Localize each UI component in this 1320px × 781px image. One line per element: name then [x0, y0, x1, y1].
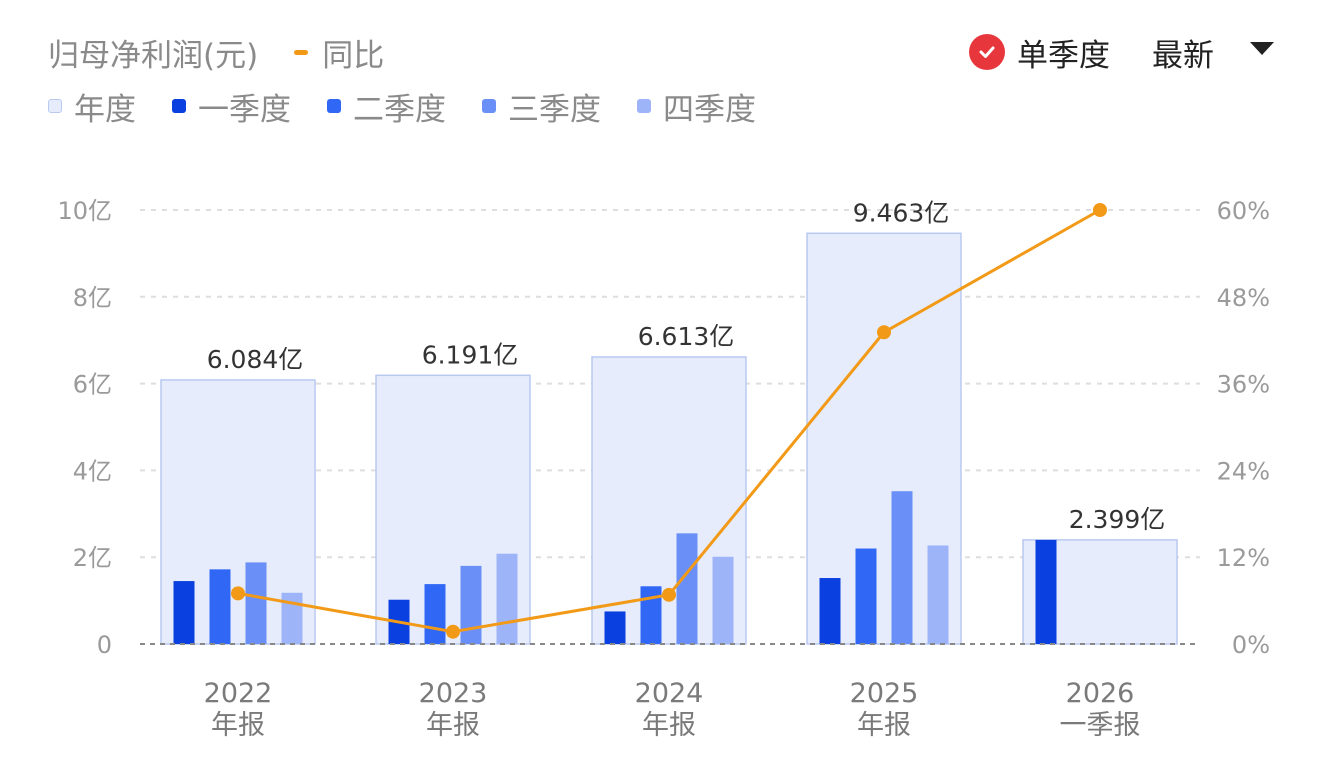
legend-item-q1[interactable]: 一季度	[172, 84, 291, 129]
y-right-tick-label: 0%	[1232, 631, 1270, 659]
legend: 年度 一季度 二季度 三季度 四季度	[48, 84, 792, 128]
category-year-label: 2024	[635, 678, 704, 709]
y-left-tick-label: 2亿	[73, 544, 112, 572]
chart-controls: 单季度 最新	[969, 28, 1274, 76]
yoy-point	[877, 325, 891, 340]
category-period-label: 年报	[857, 710, 911, 741]
annual-value-label: 9.463亿	[853, 198, 950, 227]
legend-label: 一季度	[198, 91, 291, 128]
legend-item-annual[interactable]: 年度	[48, 84, 136, 129]
quarter-bar	[640, 586, 662, 644]
legend-label: 三季度	[508, 91, 601, 128]
legend-label: 二季度	[353, 91, 446, 128]
chart-header: 归母净利润(元) 同比	[48, 28, 384, 76]
quarter-bar	[712, 556, 734, 644]
check-icon[interactable]	[969, 34, 1005, 70]
yoy-point	[662, 587, 676, 602]
category-period-label: 一季报	[1060, 710, 1141, 741]
y-right-tick-label: 12%	[1217, 544, 1270, 572]
y-right-tick-label: 48%	[1217, 284, 1270, 312]
quarter-bar	[496, 553, 518, 644]
category-period-label: 年报	[211, 710, 265, 741]
quarter-bar	[604, 611, 626, 644]
y-right-tick-label: 60%	[1217, 197, 1270, 225]
annual-value-label: 6.613亿	[638, 322, 735, 351]
legend-swatch	[48, 99, 62, 113]
yoy-point	[446, 624, 460, 639]
y-left-tick-label: 10亿	[57, 197, 112, 225]
legend-item-q3[interactable]: 三季度	[482, 84, 601, 129]
quarter-bar	[173, 581, 195, 644]
single-quarter-toggle[interactable]: 单季度	[1017, 37, 1110, 74]
y-left-tick-label: 6亿	[73, 371, 112, 399]
legend-swatch	[172, 99, 186, 113]
latest-dropdown-label: 最新	[1152, 37, 1214, 74]
yoy-legend-label: 同比	[322, 37, 385, 74]
legend-swatch	[482, 99, 496, 113]
legend-item-q4[interactable]: 四季度	[637, 84, 756, 129]
yoy-point	[1093, 203, 1107, 217]
annual-value-label: 6.191亿	[422, 340, 519, 369]
category-year-label: 2025	[850, 678, 919, 709]
quarter-bar	[819, 578, 841, 644]
y-right-tick-label: 36%	[1217, 371, 1270, 399]
yoy-line-swatch	[294, 49, 309, 55]
category-year-label: 2022	[204, 678, 273, 709]
y-right-tick-label: 24%	[1217, 457, 1270, 485]
annual-value-label: 2.399亿	[1069, 505, 1166, 534]
quarter-bar	[424, 584, 446, 644]
legend-swatch	[327, 99, 341, 113]
quarter-bar	[245, 562, 267, 644]
quarter-bar	[891, 491, 913, 644]
quarter-bar	[927, 545, 949, 644]
category-year-label: 2023	[419, 678, 488, 709]
latest-dropdown[interactable]: 最新	[1152, 30, 1274, 75]
yoy-legend[interactable]: 同比	[294, 30, 384, 75]
y-left-tick-label: 4亿	[73, 457, 112, 485]
category-period-label: 年报	[426, 710, 480, 741]
category-period-label: 年报	[642, 710, 696, 741]
quarter-bar	[460, 565, 482, 644]
legend-swatch	[637, 99, 651, 113]
caret-down-icon	[1250, 41, 1274, 55]
annual-value-label: 6.084亿	[207, 345, 304, 374]
legend-item-q2[interactable]: 二季度	[327, 84, 446, 129]
legend-label: 四季度	[663, 91, 756, 128]
quarter-bar	[1035, 539, 1057, 644]
quarter-bar	[209, 569, 231, 644]
quarter-bar	[855, 548, 877, 644]
y-left-tick-label: 0	[97, 631, 112, 659]
quarter-bar	[281, 592, 303, 644]
quarter-bar	[676, 533, 698, 644]
yoy-point	[231, 586, 245, 601]
legend-label: 年度	[74, 91, 136, 128]
chart-title: 归母净利润(元)	[48, 37, 259, 74]
category-year-label: 2026	[1066, 678, 1135, 709]
y-left-tick-label: 8亿	[73, 284, 112, 312]
